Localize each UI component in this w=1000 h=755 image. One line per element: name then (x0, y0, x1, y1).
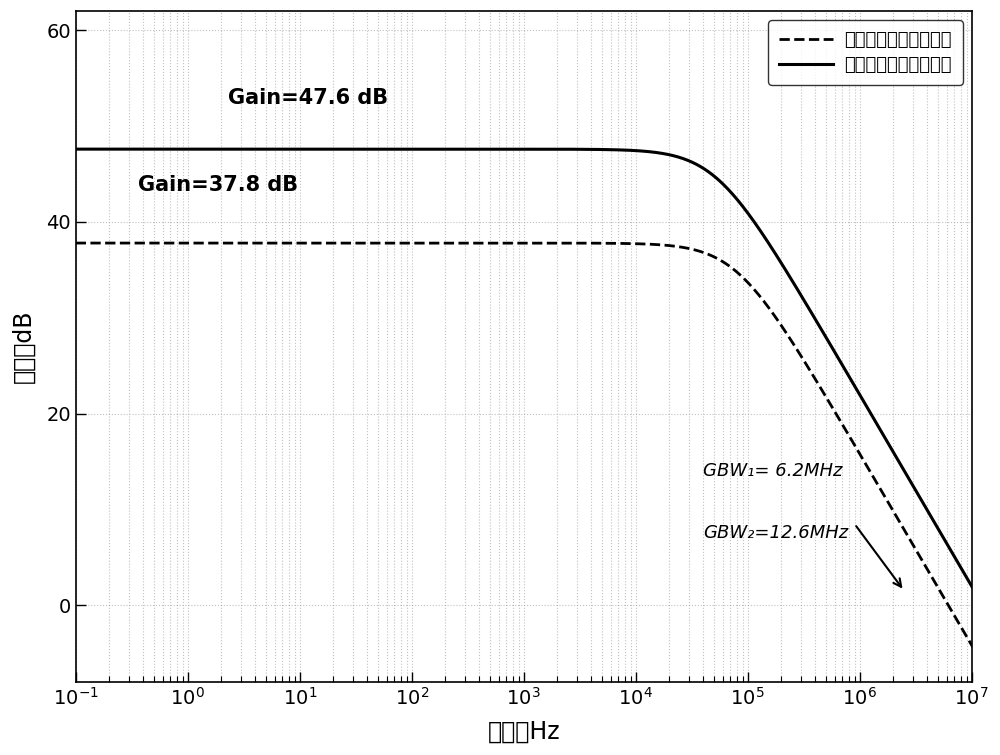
Text: GBW₂=12.6MHz: GBW₂=12.6MHz (703, 524, 848, 542)
Text: GBW₁= 6.2MHz: GBW₁= 6.2MHz (703, 462, 843, 480)
X-axis label: 频率，Hz: 频率，Hz (487, 720, 560, 744)
Legend: 原始低压对称式放大器, 本发明跨导增强放大器: 原始低压对称式放大器, 本发明跨导增强放大器 (768, 20, 963, 85)
Text: Gain=47.6 dB: Gain=47.6 dB (228, 88, 388, 108)
Y-axis label: 增益，dB: 增益，dB (11, 310, 35, 384)
Text: Gain=37.8 dB: Gain=37.8 dB (138, 175, 299, 196)
